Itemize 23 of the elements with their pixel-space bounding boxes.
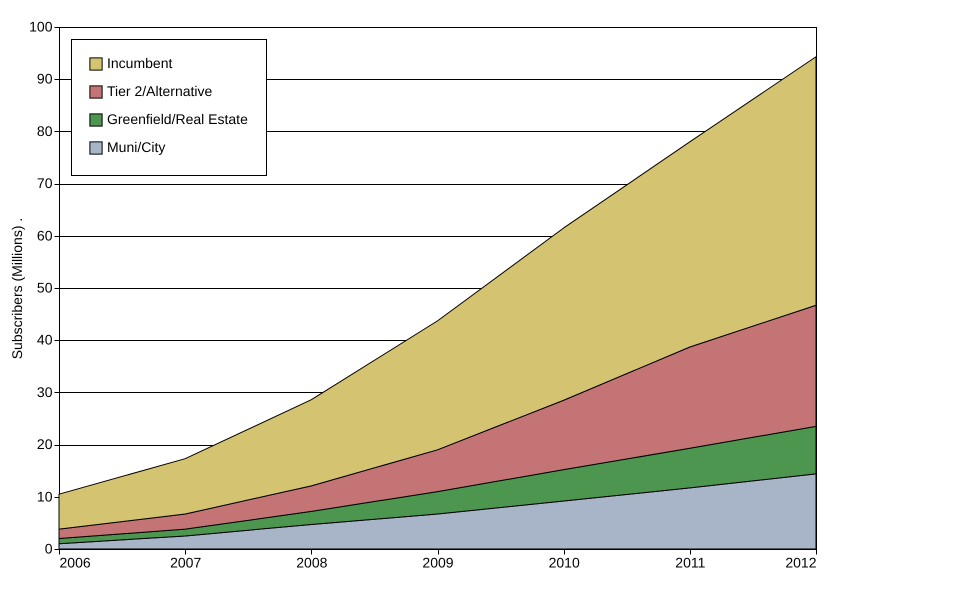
- legend-label: Tier 2/Alternative: [107, 83, 213, 99]
- x-tick-label: 2011: [675, 554, 706, 570]
- x-tick-label: 2012: [785, 554, 817, 570]
- legend-label: Greenfield/Real Estate: [107, 111, 248, 127]
- y-tick-label: 100: [29, 18, 53, 34]
- y-tick-label: 30: [36, 384, 53, 400]
- y-axis-title: Subscribers (Millions) .: [9, 218, 26, 360]
- x-tick-label: 2006: [60, 554, 91, 570]
- y-tick-label: 50: [36, 280, 53, 296]
- y-tick-label: 70: [36, 175, 53, 192]
- y-tick-label: 0: [44, 540, 53, 556]
- y-tick-label: 10: [36, 488, 53, 504]
- y-tick-label: 80: [36, 122, 53, 139]
- x-tick-label: 2007: [170, 554, 202, 570]
- y-tick-label: 20: [36, 436, 53, 452]
- x-tick-label: 2008: [296, 554, 328, 570]
- legend-label: Incumbent: [107, 55, 172, 71]
- x-tick-label: 2010: [548, 554, 580, 570]
- y-tick-label: 60: [36, 227, 53, 244]
- y-tick-label: 90: [36, 70, 53, 87]
- legend-label: Muni/City: [107, 139, 166, 155]
- y-tick-label: 40: [36, 332, 53, 348]
- x-tick-label: 2009: [422, 554, 454, 570]
